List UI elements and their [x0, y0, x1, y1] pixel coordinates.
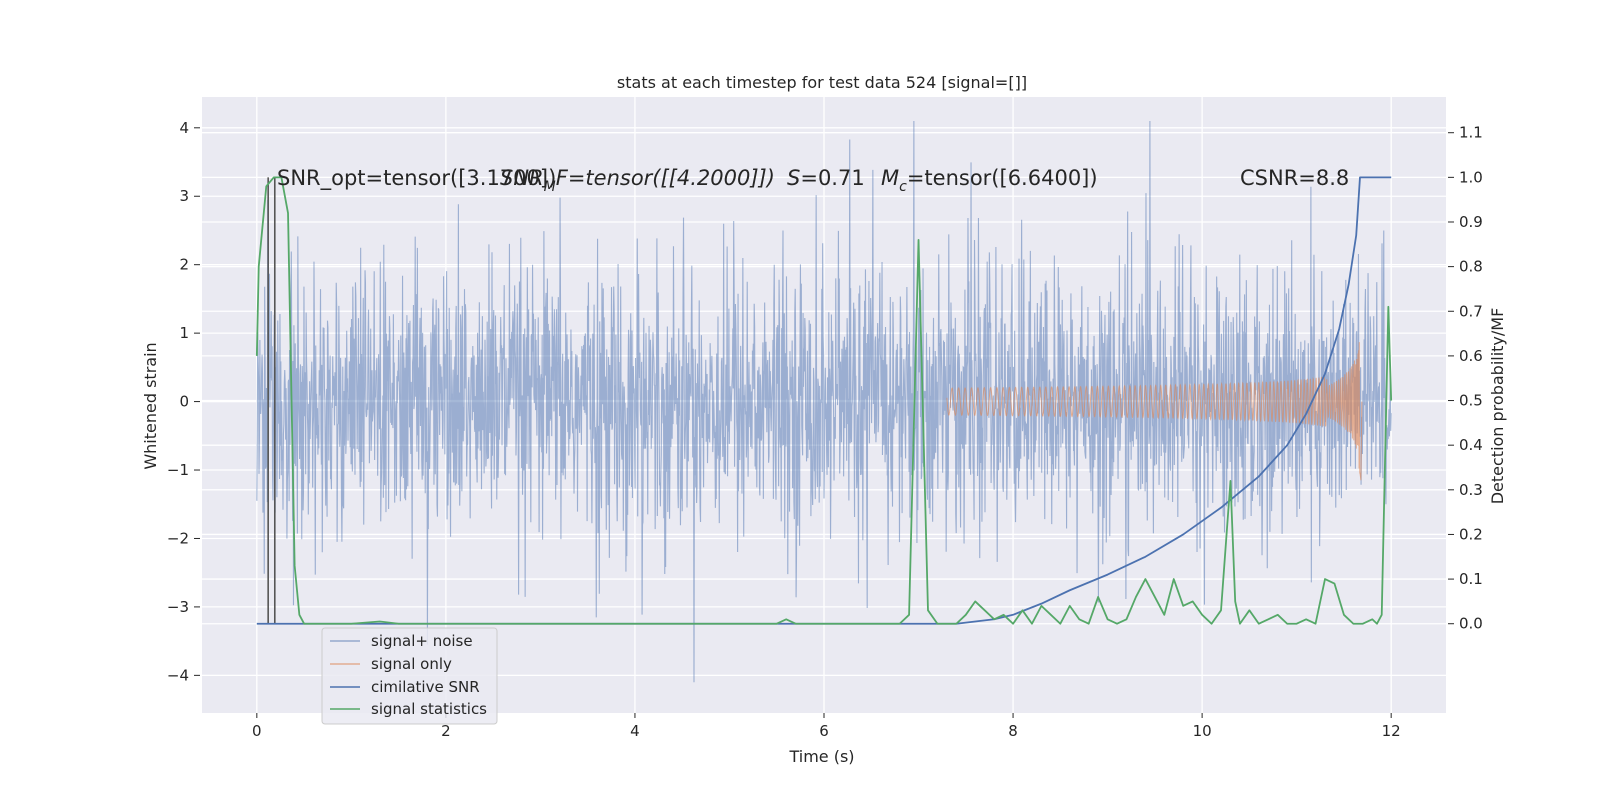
y2-tick-label: 1.0 [1459, 168, 1483, 186]
y-tick-label: −4 [167, 666, 189, 684]
x-tick-label: 8 [1008, 722, 1018, 740]
y-tick-label: −1 [167, 461, 189, 479]
annotation-csnr: CSNR=8.8 [1240, 166, 1349, 190]
y-axis-ticks: 4 3 2 1 0 −1 −2 −3 −4 [167, 119, 200, 684]
legend-label-signal-noise: signal+ noise [371, 632, 473, 650]
y-tick-label: 2 [179, 256, 189, 274]
y-tick-label: 3 [179, 187, 189, 205]
legend-label-signal-only: signal only [371, 655, 452, 673]
legend-label-cumulative-snr: cimilative SNR [371, 678, 480, 696]
y2-tick-label: 0.2 [1459, 525, 1483, 543]
y2-tick-label: 0.7 [1459, 302, 1483, 320]
x-tick-label: 2 [441, 722, 451, 740]
series-cumulative-snr [256, 176, 1392, 625]
y2-tick-label: 0.3 [1459, 481, 1483, 499]
annotation-s: S=0.71 [787, 166, 865, 190]
y-tick-label: 4 [179, 119, 189, 137]
legend-label-signal-statistics: signal statistics [371, 700, 487, 718]
x-tick-label: 10 [1193, 722, 1212, 740]
annotation-snr-mf-subscript: M [544, 179, 556, 195]
y-tick-label: −2 [167, 529, 189, 547]
annotations: SNR_opt=tensor([3.1700]) SNRMF=tensor([[… [277, 166, 1349, 195]
y-tick-label: 0 [179, 393, 189, 411]
y-tick-label: −3 [167, 598, 189, 616]
y2-tick-label: 0.4 [1459, 436, 1483, 454]
chart-title: stats at each timestep for test data 524… [617, 73, 1027, 92]
x-axis-ticks: 0 2 4 6 8 10 12 [252, 713, 1401, 740]
y2-tick-label: 0.1 [1459, 570, 1483, 588]
x-tick-label: 12 [1382, 722, 1401, 740]
annotation-snr-mf: SNRMF=tensor([[4.2000]]) [500, 166, 775, 195]
annotation-mc: Mc=tensor([6.6400]) [881, 166, 1098, 195]
legend-box [321, 627, 498, 725]
legend: signal+ noise signal only cimilative SNR… [321, 627, 498, 725]
annotation-snr-mf-symbol: SNR [500, 166, 544, 190]
y2-tick-label: 0.6 [1459, 347, 1483, 365]
x-tick-label: 0 [252, 722, 262, 740]
y2-tick-label: 0.0 [1459, 615, 1483, 633]
x-tick-label: 6 [819, 722, 829, 740]
y2-tick-label: 0.8 [1459, 258, 1483, 276]
y2-axis-label: Detection probability/MF [1488, 308, 1507, 505]
series-clip-group [255, 120, 1393, 683]
y2-axis-ticks: 1.1 1.0 0.9 0.8 0.7 0.6 0.5 0.4 0.3 0.2 0.1 0.0 [1448, 124, 1483, 633]
y2-tick-label: 1.1 [1459, 124, 1483, 142]
y-tick-label: 1 [179, 324, 189, 342]
x-axis-label: Time (s) [788, 747, 854, 766]
y2-tick-label: 0.5 [1459, 392, 1483, 410]
annotation-snr-opt: SNR_opt=tensor([3.1700]) [277, 166, 556, 191]
y2-tick-label: 0.9 [1459, 213, 1483, 231]
series-signal-statistics [255, 176, 1393, 625]
x-tick-label: 4 [630, 722, 640, 740]
series-signal-only [946, 342, 1363, 481]
y-axis-label: Whitened strain [141, 342, 160, 469]
annotation-snr-mf-f: F=tensor([[4.2000]]) [556, 166, 775, 190]
series-layer [255, 120, 1393, 683]
